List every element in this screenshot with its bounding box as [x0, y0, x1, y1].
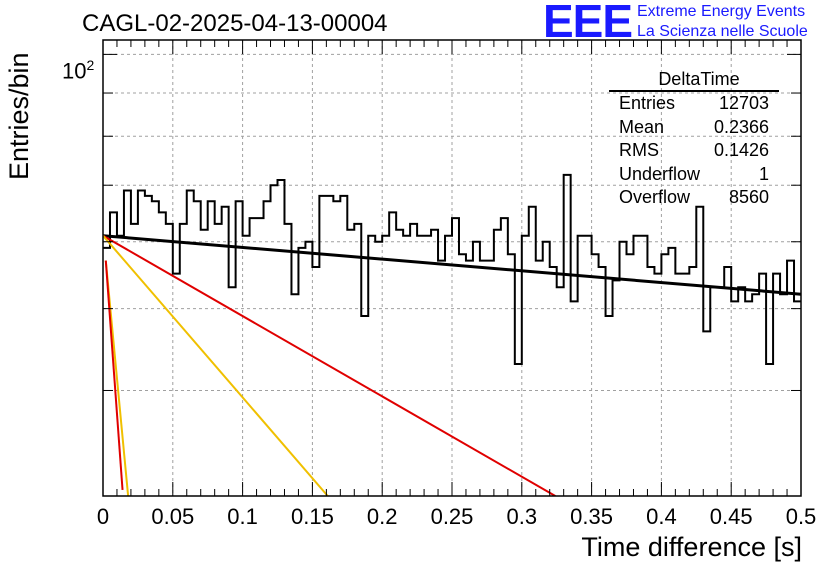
stats-row-entries: Entries 12703 — [609, 92, 779, 116]
stats-label: RMS — [619, 140, 659, 160]
x-tick-label: 0.5 — [786, 504, 817, 529]
stats-value: 12703 — [718, 93, 769, 113]
stats-label: Entries — [619, 93, 676, 113]
y-tick-exponent: 2 — [86, 57, 95, 73]
stats-label: Overflow — [619, 187, 691, 207]
x-tick-label: 0.2 — [367, 504, 398, 529]
logo-line-1: Extreme Energy Events — [637, 3, 806, 20]
fit-line-fast-red-1 — [103, 234, 556, 496]
stats-row-mean: Mean 0.2366 — [609, 116, 779, 140]
stats-row-underflow: Underflow 1 — [609, 163, 779, 187]
stats-box: DeltaTime Entries 12703 Mean 0.2366 RMS … — [609, 68, 779, 210]
stats-value: 0.2366 — [713, 116, 769, 137]
histogram — [103, 173, 801, 365]
x-tick-label: 0.1 — [227, 504, 258, 529]
x-tick-label: 0.3 — [507, 504, 538, 529]
stats-value: 0.1426 — [713, 140, 769, 160]
stats-row-overflow: Overflow 8560 — [609, 186, 779, 210]
stats-label: Mean — [619, 116, 665, 137]
x-tick-label: 0.4 — [646, 504, 677, 529]
stats-title: DeltaTime — [609, 68, 779, 92]
stats-label: Underflow — [619, 163, 701, 184]
y-axis-label: Entries/bin — [4, 52, 34, 180]
x-tick-label: 0.05 — [151, 504, 194, 529]
y-tick-base: 10 — [62, 58, 87, 84]
x-tick-label: 0.15 — [291, 504, 334, 529]
stats-row-rms: RMS 0.1426 — [609, 139, 779, 163]
x-tick-label: 0.35 — [570, 504, 613, 529]
stats-value: 1 — [758, 163, 769, 184]
y-tick-label-max: 102 — [62, 57, 94, 84]
stats-value: 8560 — [728, 187, 769, 207]
eee-logo: EEE — [543, 0, 633, 47]
chart-title: CAGL-02-2025-04-13-00004 — [82, 10, 388, 37]
fit-line-fast-red-2 — [104, 260, 124, 491]
fit-line-fit — [103, 234, 801, 296]
fit-line-fast-yellow-1 — [103, 235, 329, 496]
logo-line-2: La Scienza nelle Scuole — [637, 23, 808, 40]
x-tick-label: 0.45 — [710, 504, 753, 529]
x-axis-label: Time difference [s] — [581, 532, 802, 562]
x-tick-label: 0.25 — [431, 504, 474, 529]
x-tick-label: 0 — [97, 504, 109, 529]
